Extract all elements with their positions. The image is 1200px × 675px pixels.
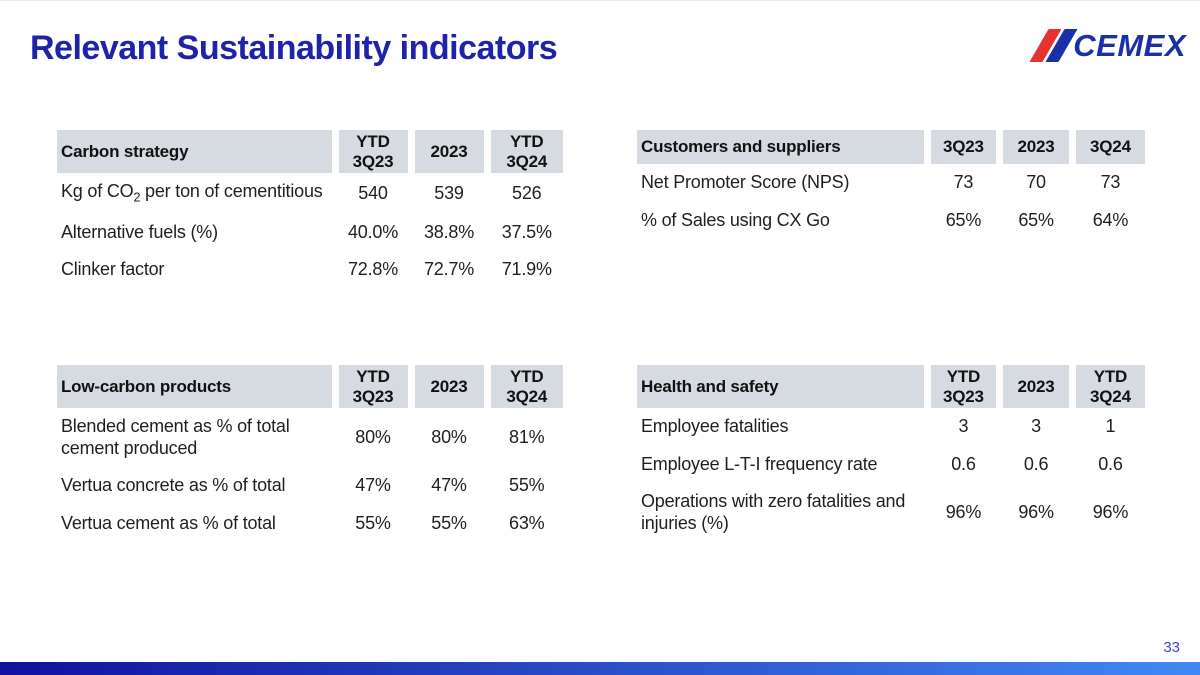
cell-value: 80% — [331, 408, 411, 468]
subscript: 2 — [133, 190, 141, 205]
health-safety-table: Health and safety YTD 3Q23 2023 YTD 3Q24… — [637, 365, 1145, 543]
row-label: Vertua concrete as % of total — [61, 475, 286, 496]
table-row: Employee L-T-I frequency rate 0.6 0.6 0.… — [637, 445, 1145, 484]
table-row: Vertua cement as % of total 55% 55% 63% — [57, 504, 563, 543]
table-row: Blended cement as % of total cement prod… — [57, 408, 563, 468]
cell-value: 73 — [1068, 164, 1145, 202]
row-label: Net Promoter Score (NPS) — [641, 172, 850, 192]
cell-value: 96% — [1068, 483, 1145, 543]
cell-value: 526 — [483, 173, 563, 214]
row-label: Alternative fuels (%) — [61, 221, 218, 242]
cell-value: 1 — [1068, 408, 1145, 446]
table-row: Employee fatalities 3 3 1 — [637, 408, 1145, 446]
row-label: % of Sales using CX Go — [641, 209, 830, 230]
page-number: 33 — [1163, 639, 1180, 656]
table-title: Carbon strategy — [57, 130, 335, 173]
column-header: 2023 — [996, 365, 1073, 408]
cell-value: 0.6 — [923, 445, 1000, 484]
table-row: % of Sales using CX Go 65% 65% 64% — [637, 201, 1145, 240]
table-row: Clinker factor 72.8% 72.7% 71.9% — [57, 251, 563, 289]
footer-accent-bar — [0, 662, 1200, 675]
cell-value: 540 — [331, 173, 411, 214]
cell-value: 73 — [923, 164, 1000, 202]
low-carbon-products-table: Low-carbon products YTD 3Q23 2023 YTD 3Q… — [57, 365, 563, 543]
table-row: Alternative fuels (%) 40.0% 38.8% 37.5% — [57, 213, 563, 252]
table-header-row: Customers and suppliers 3Q23 2023 3Q24 — [637, 130, 1145, 164]
row-label: Operations with zero fatalities and inju… — [641, 491, 906, 533]
cell-value: 71.9% — [483, 251, 563, 289]
table-row: Net Promoter Score (NPS) 73 70 73 — [637, 164, 1145, 202]
carbon-strategy-table: Carbon strategy YTD 3Q23 2023 YTD 3Q24 K… — [57, 130, 563, 289]
column-header: YTD 3Q24 — [1068, 365, 1145, 408]
cell-value: 47% — [331, 467, 411, 505]
row-label: Employee fatalities — [641, 416, 789, 436]
table-row: Vertua concrete as % of total 47% 47% 55… — [57, 467, 563, 505]
cell-value: 70 — [996, 164, 1073, 202]
cell-value: 0.6 — [1068, 445, 1145, 484]
table-title: Low-carbon products — [57, 365, 335, 408]
table-row: Kg of CO2 per ton of cementitious 540 53… — [57, 173, 563, 214]
table-title: Customers and suppliers — [637, 130, 928, 164]
column-header: 2023 — [996, 130, 1073, 164]
customers-suppliers-table: Customers and suppliers 3Q23 2023 3Q24 N… — [637, 130, 1145, 240]
cell-value: 96% — [996, 483, 1073, 543]
cell-value: 38.8% — [407, 213, 487, 252]
table-header-row: Carbon strategy YTD 3Q23 2023 YTD 3Q24 — [57, 130, 563, 173]
cell-value: 65% — [923, 201, 1000, 240]
cell-value: 37.5% — [483, 213, 563, 252]
row-label: Vertua cement as % of total — [61, 512, 276, 533]
row-label-text: Kg of CO — [61, 181, 134, 201]
logo-text: CEMEX — [1073, 27, 1186, 63]
cell-value: 64% — [1068, 201, 1145, 240]
cell-value: 3 — [996, 408, 1073, 446]
cell-value: 72.7% — [407, 251, 487, 289]
cell-value: 65% — [996, 201, 1073, 240]
cemex-logo: CEMEX — [1029, 26, 1186, 64]
cell-value: 63% — [483, 504, 563, 543]
column-header: YTD 3Q23 — [923, 365, 1000, 408]
cell-value: 3 — [923, 408, 1000, 446]
cell-value: 539 — [407, 173, 487, 214]
column-header: YTD 3Q23 — [331, 365, 411, 408]
column-header: YTD 3Q24 — [483, 130, 563, 173]
cell-value: 55% — [407, 504, 487, 543]
cell-value: 55% — [331, 504, 411, 543]
column-header: YTD 3Q23 — [331, 130, 411, 173]
row-label: Blended cement as % of total cement prod… — [61, 416, 290, 458]
top-hairline — [0, 0, 1200, 1]
table-title: Health and safety — [637, 365, 928, 408]
page-title: Relevant Sustainability indicators — [30, 29, 558, 67]
column-header: 2023 — [407, 130, 487, 173]
row-label-text: per ton of cementitious — [140, 181, 323, 201]
cell-value: 47% — [407, 467, 487, 505]
cell-value: 55% — [483, 467, 563, 505]
cell-value: 80% — [407, 408, 487, 468]
table-header-row: Low-carbon products YTD 3Q23 2023 YTD 3Q… — [57, 365, 563, 408]
table-header-row: Health and safety YTD 3Q23 2023 YTD 3Q24 — [637, 365, 1145, 408]
column-header: 3Q24 — [1068, 130, 1145, 164]
column-header: 3Q23 — [923, 130, 1000, 164]
column-header: YTD 3Q24 — [483, 365, 563, 408]
cell-value: 81% — [483, 408, 563, 468]
cell-value: 40.0% — [331, 213, 411, 252]
table-row: Operations with zero fatalities and inju… — [637, 483, 1145, 543]
cell-value: 96% — [923, 483, 1000, 543]
cell-value: 0.6 — [996, 445, 1073, 484]
row-label: Clinker factor — [61, 259, 165, 280]
row-label: Kg of CO2 per ton of cementitious — [57, 173, 335, 214]
cell-value: 72.8% — [331, 251, 411, 289]
row-label: Employee L-T-I frequency rate — [641, 453, 878, 474]
column-header: 2023 — [407, 365, 487, 408]
